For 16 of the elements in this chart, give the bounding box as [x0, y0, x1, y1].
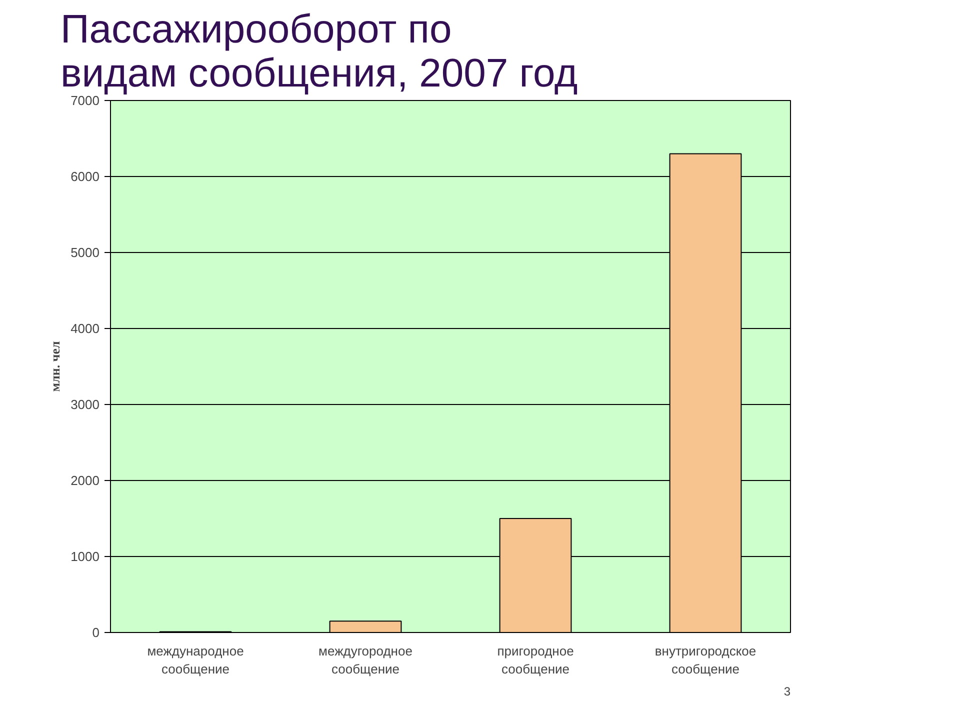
y-tick-label: 3000: [70, 397, 100, 412]
y-tick-label: 5000: [70, 245, 100, 260]
text: 3: [784, 684, 791, 698]
chart-title: Пассажирооборот по видам сообщения, 2007 год: [60, 8, 578, 96]
y-tick-label: 7000: [70, 93, 100, 108]
x-tick-label: внутригородское сообщение: [654, 644, 756, 676]
y-tick-label: 2000: [70, 473, 100, 488]
y-tick-label: 1000: [70, 549, 100, 564]
y-tick-label: 0: [92, 625, 100, 640]
bar: [329, 620, 402, 632]
y-tick-label: 6000: [70, 169, 100, 184]
y-tick-label: 4000: [70, 321, 100, 336]
y-axis-title: млн. чел: [48, 341, 63, 392]
x-tick-label: междугородное сообщение: [318, 644, 412, 676]
x-tick-label: международное сообщение: [147, 644, 244, 676]
x-tick-label: пригородное сообщение: [497, 644, 574, 676]
